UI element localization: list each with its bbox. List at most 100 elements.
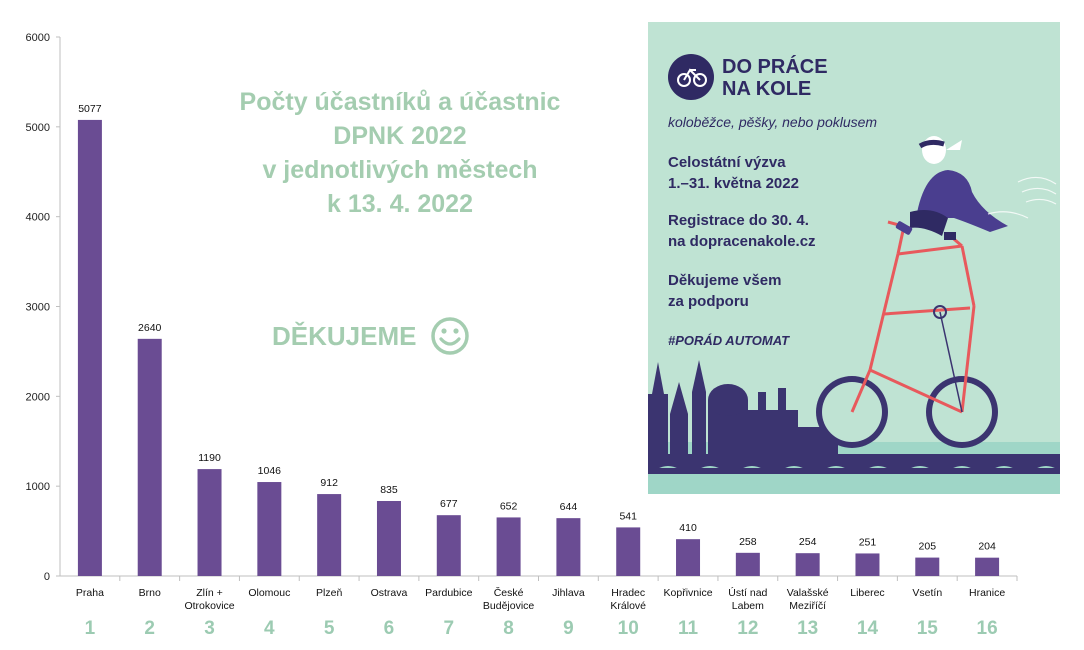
category-label: Valašské Meziříčí <box>787 587 829 612</box>
category-label: Jihlava <box>552 587 585 599</box>
category-label: Pardubice <box>425 587 472 599</box>
category-label-line: Labem <box>732 600 764 612</box>
category-label-line: Ústí nad <box>728 586 767 599</box>
bars <box>77 119 1000 576</box>
category-label: Kopřivnice <box>664 587 713 599</box>
bar <box>616 527 641 576</box>
category-label: Vsetín <box>912 587 942 599</box>
y-tick-label: 0 <box>44 571 50 583</box>
category-label-line: Otrokovice <box>184 600 234 612</box>
bar <box>735 552 760 576</box>
thanks-annotation: DĚKUJEME <box>272 316 470 356</box>
logo-badge <box>668 54 714 100</box>
bar <box>676 539 701 576</box>
rank-label: 10 <box>618 618 639 639</box>
bar <box>975 557 1000 576</box>
poster-block2-line1: Registrace do 30. 4. <box>668 212 809 229</box>
title-line-4: k 13. 4. 2022 <box>327 190 473 218</box>
bar <box>376 500 401 576</box>
tall-bicycle <box>816 220 998 448</box>
category-label-line: Plzeň <box>316 587 342 599</box>
category-label-line: Brno <box>139 587 161 599</box>
category-label-line: Vsetín <box>912 587 942 599</box>
poster-block2-line2: na dopracenakole.cz <box>668 233 816 250</box>
poster-thanks: Děkujeme všem za podporu <box>668 270 781 312</box>
bridge <box>648 454 1060 486</box>
value-label: 5077 <box>78 103 102 115</box>
category-label-line: Pardubice <box>425 587 472 599</box>
category-label-line: Králové <box>610 600 646 612</box>
value-label: 677 <box>440 498 458 510</box>
rank-label: 9 <box>563 618 574 639</box>
rank-label: 11 <box>678 618 699 639</box>
category-label-line: Hradec <box>611 587 645 599</box>
rank-label: 6 <box>384 618 395 639</box>
value-label: 541 <box>619 510 637 522</box>
smiley-icon <box>431 317 470 355</box>
bar <box>137 338 162 576</box>
poster-tagline: koloběžce, pěšky, nebo poklusem <box>668 114 878 130</box>
rank-label: 12 <box>737 618 758 639</box>
category-label-line: Meziříčí <box>789 600 826 612</box>
value-label: 1190 <box>198 452 221 464</box>
rank-label: 15 <box>917 618 939 639</box>
rank-label: 16 <box>977 618 998 639</box>
category-label: Plzeň <box>316 587 342 599</box>
category-label: Hranice <box>969 587 1005 599</box>
value-label: 652 <box>500 500 518 512</box>
bar <box>496 517 521 576</box>
thanks-text: DĚKUJEME <box>272 320 417 351</box>
bar <box>197 469 222 576</box>
category-label: Liberec <box>850 587 884 599</box>
category-label-line: Kopřivnice <box>664 587 713 599</box>
category-label: Ostrava <box>371 587 408 599</box>
rank-label: 8 <box>503 618 514 639</box>
category-label-line: Budějovice <box>483 600 535 612</box>
category-label: Praha <box>76 587 104 599</box>
category-label-line: Valašské <box>787 587 829 599</box>
poster-registration: Registrace do 30. 4. na dopracenakole.cz <box>668 210 816 252</box>
rank-labels: 1 2 3 4 5 6 7 8 9 10 11 12 13 14 15 16 <box>85 618 998 639</box>
title-line-2: DPNK 2022 <box>333 122 467 150</box>
y-tick-label: 5000 <box>26 122 50 134</box>
category-label-line: Zlín + <box>196 587 223 599</box>
campaign-poster: DO PRÁCE NA KOLE koloběžce, pěšky, nebo … <box>648 22 1060 494</box>
value-label: 254 <box>799 536 817 548</box>
category-label: České Budějovice <box>483 586 535 612</box>
bar <box>915 557 940 576</box>
poster-block1-line2: 1.–31. května 2022 <box>668 175 799 192</box>
category-label-line: Hranice <box>969 587 1005 599</box>
chart-title: Počty účastníků a účastnic DPNK 2022 v j… <box>170 85 630 221</box>
category-label-line: Ostrava <box>371 587 408 599</box>
category-label-line: Jihlava <box>552 587 585 599</box>
value-label: 410 <box>679 522 697 534</box>
y-tick-label: 2000 <box>26 391 50 403</box>
value-label: 2640 <box>138 322 162 334</box>
city-skyline <box>648 360 838 454</box>
bar <box>855 553 880 576</box>
title-line-3: v jednotlivých městech <box>262 156 538 184</box>
bar <box>436 515 461 576</box>
category-label: Ústí nad Labem <box>728 586 767 612</box>
value-label: 835 <box>380 484 398 496</box>
rank-label: 1 <box>85 618 96 639</box>
bar <box>795 553 820 576</box>
y-tick-label: 3000 <box>26 302 50 314</box>
rank-label: 4 <box>264 618 275 639</box>
logo-wordmark: DO PRÁCE NA KOLE <box>722 56 828 100</box>
y-tick-label: 1000 <box>26 481 50 493</box>
rank-label: 7 <box>443 618 454 639</box>
bar <box>556 518 581 576</box>
y-tick-label: 4000 <box>26 212 50 224</box>
category-labels: Praha Brno Zlín + Otrokovice Olomouc Plzeň Ost… <box>76 576 1018 612</box>
poster-block1-line1: Celostátní výzva <box>668 154 786 171</box>
value-label: 204 <box>978 541 996 553</box>
rider-figure <box>895 136 1008 240</box>
value-label: 644 <box>560 501 578 513</box>
value-labels: 5077 2640 1190 1046 912 835 677 652 644 541 410 258… <box>78 103 996 553</box>
bar <box>317 494 342 576</box>
value-label: 251 <box>859 536 877 548</box>
category-label: Hradec Králové <box>610 587 646 612</box>
